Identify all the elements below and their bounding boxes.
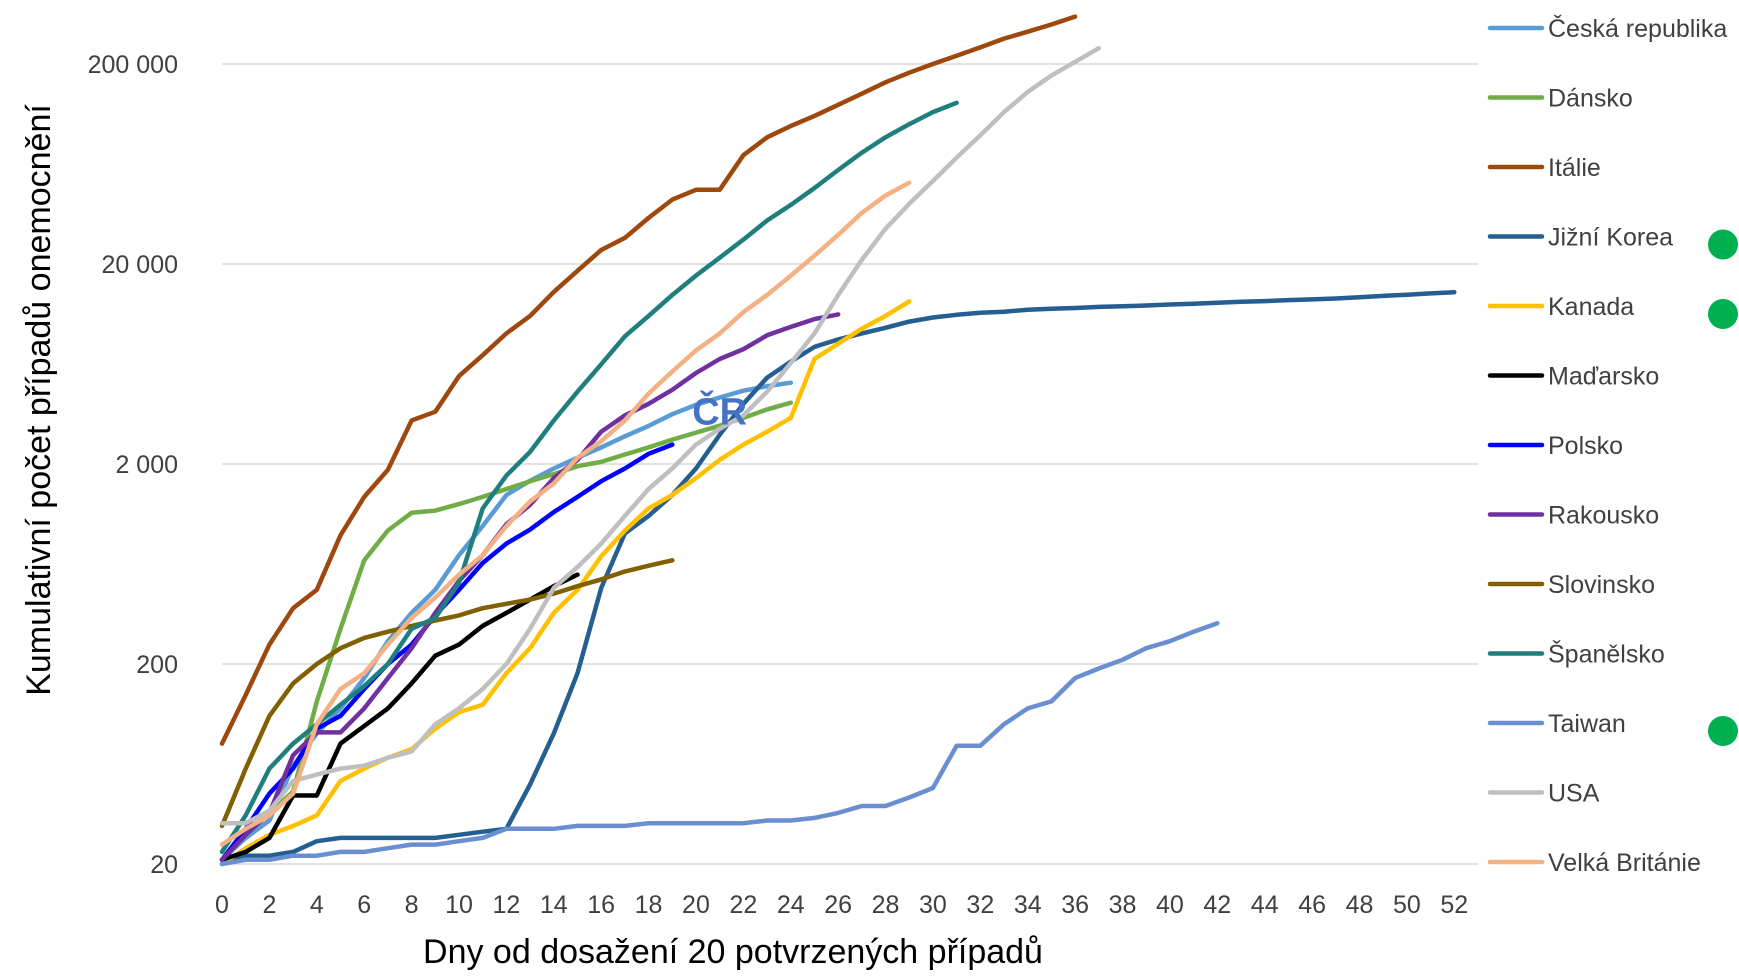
x-axis-title: Dny od dosažení 20 potvrzených případů: [423, 933, 1043, 971]
x-tick-label: 36: [1061, 891, 1089, 919]
legend-item-dansko: Dánsko: [1548, 85, 1633, 113]
series-line-usa: [219, 45, 1102, 826]
legend-item-taiwan: Taiwan: [1548, 710, 1626, 738]
legend-item-spanelsko: Španělsko: [1548, 640, 1665, 669]
x-tick-label: 18: [635, 891, 663, 919]
x-tick-label: 16: [587, 891, 615, 919]
legend-item-ceska-republika: Česká republika: [1548, 14, 1727, 43]
legend-item-jizni-korea: Jižní Korea: [1548, 224, 1673, 252]
series-line-spanelsko: [219, 100, 959, 855]
series-line-taiwan: [219, 620, 1220, 867]
x-tick-label: 28: [872, 891, 900, 919]
series-line-velka-britanie: [219, 180, 912, 847]
x-tick-label: 44: [1251, 891, 1279, 919]
y-tick-label: 20: [150, 851, 178, 879]
y-tick-label: 200 000: [88, 51, 178, 79]
highlight-dot: [1708, 299, 1738, 329]
x-tick-label: 20: [682, 891, 710, 919]
x-tick-label: 22: [729, 891, 757, 919]
series-line-italie: [219, 14, 1078, 746]
highlight-dot: [1708, 716, 1738, 746]
x-tick-label: 34: [1014, 891, 1042, 919]
legend-item-velka-britanie: Velká Británie: [1548, 849, 1701, 877]
x-tick-label: 46: [1298, 891, 1326, 919]
annotations: ČR: [692, 389, 747, 434]
series-line-slovinsko: [219, 558, 675, 829]
highlight-markers: [1708, 229, 1738, 746]
legend: Česká republika Dánsko Itálie Jižní Korea Ka…: [1487, 14, 1727, 877]
y-axis-ticks: 20 200 2 000 20 000 200 000: [88, 51, 178, 879]
x-tick-label: 10: [445, 891, 473, 919]
annotation-label: ČR: [692, 389, 747, 434]
x-tick-label: 50: [1393, 891, 1421, 919]
x-tick-label: 24: [777, 891, 805, 919]
y-tick-label: 2 000: [115, 451, 178, 479]
legend-item-italie: Itálie: [1548, 154, 1601, 182]
x-tick-label: 0: [215, 891, 229, 919]
x-tick-label: 4: [310, 891, 324, 919]
x-tick-label: 48: [1346, 891, 1374, 919]
x-tick-label: 14: [540, 891, 568, 919]
series-line-rakousko: [219, 312, 841, 863]
y-tick-label: 200: [136, 651, 178, 679]
x-tick-label: 32: [966, 891, 994, 919]
series-line-madarsko: [219, 572, 580, 863]
x-tick-label: 40: [1156, 891, 1184, 919]
legend-item-usa: USA: [1548, 780, 1600, 808]
legend-item-polsko: Polsko: [1548, 432, 1623, 460]
legend-item-kanada: Kanada: [1548, 293, 1634, 321]
x-axis-ticks: 0 2 4 6 8 10 12 14 16 18 20 22 24 26 28 30 32 34 36 38 40 42 4…: [215, 891, 1468, 919]
highlight-dot: [1708, 229, 1738, 260]
x-tick-label: 30: [919, 891, 947, 919]
x-tick-label: 52: [1440, 891, 1468, 919]
x-tick-label: 26: [824, 891, 852, 919]
x-tick-label: 42: [1203, 891, 1231, 919]
legend-item-madarsko: Maďarsko: [1548, 363, 1659, 391]
x-tick-label: 8: [405, 891, 419, 919]
series-line-jizni-korea: [219, 289, 1457, 867]
series-lines: [219, 14, 1457, 867]
x-tick-label: 2: [262, 891, 276, 919]
grid-lines: [222, 63, 1478, 865]
y-axis-title: Kumulativní počet případů onemocnění: [20, 104, 58, 696]
x-tick-label: 6: [357, 891, 371, 919]
series-line-kanada: [219, 299, 912, 867]
y-tick-label: 20 000: [102, 251, 178, 279]
x-tick-label: 38: [1109, 891, 1137, 919]
x-tick-label: 12: [492, 891, 520, 919]
legend-item-slovinsko: Slovinsko: [1548, 571, 1655, 599]
series-line-dansko: [219, 400, 794, 863]
legend-item-rakousko: Rakousko: [1548, 502, 1659, 530]
